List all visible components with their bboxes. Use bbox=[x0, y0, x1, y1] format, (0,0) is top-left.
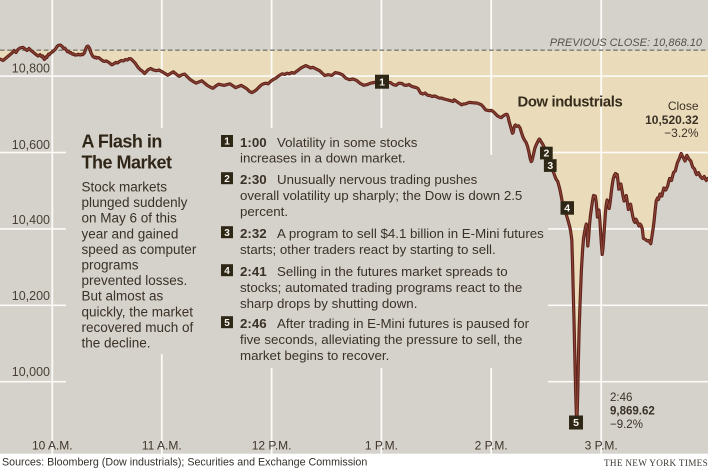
svg-text:stocks; automated trading prog: stocks; automated trading programs react… bbox=[240, 280, 522, 295]
svg-text:Unusually nervous trading push: Unusually nervous trading pushes bbox=[277, 172, 478, 187]
svg-text:5: 5 bbox=[573, 417, 579, 429]
svg-text:1 P.M.: 1 P.M. bbox=[365, 439, 398, 453]
svg-text:2:46: 2:46 bbox=[240, 316, 267, 331]
svg-text:PREVIOUS CLOSE: 10,868.10: PREVIOUS CLOSE: 10,868.10 bbox=[550, 37, 703, 49]
svg-text:The Market: The Market bbox=[82, 152, 173, 172]
svg-text:5: 5 bbox=[224, 318, 230, 329]
svg-text:2:32: 2:32 bbox=[240, 226, 267, 241]
svg-text:recovered much of: recovered much of bbox=[82, 320, 194, 335]
svg-text:percent.: percent. bbox=[240, 204, 288, 219]
svg-text:10,000: 10,000 bbox=[12, 365, 50, 379]
svg-text:quickly, the market: quickly, the market bbox=[82, 304, 194, 319]
svg-text:3: 3 bbox=[224, 228, 230, 239]
svg-text:Close: Close bbox=[668, 99, 699, 113]
svg-text:−3.2%: −3.2% bbox=[664, 126, 699, 140]
svg-text:increases in a down market.: increases in a down market. bbox=[240, 151, 406, 166]
svg-text:3: 3 bbox=[547, 160, 553, 172]
svg-text:starts; other traders react by: starts; other traders react by starting … bbox=[240, 242, 496, 257]
svg-text:1:00: 1:00 bbox=[240, 135, 267, 150]
svg-text:2:41: 2:41 bbox=[240, 264, 267, 279]
svg-text:10,400: 10,400 bbox=[12, 213, 50, 227]
svg-text:Sources: Bloomberg (Dow indust: Sources: Bloomberg (Dow industrials); Se… bbox=[2, 457, 367, 468]
svg-text:11 A.M.: 11 A.M. bbox=[142, 439, 182, 453]
svg-text:programs: programs bbox=[82, 258, 139, 273]
svg-text:1: 1 bbox=[379, 76, 385, 88]
svg-text:Dow industrials: Dow industrials bbox=[518, 95, 623, 111]
svg-text:10,800: 10,800 bbox=[12, 62, 50, 76]
svg-text:sharp drops by shutting down.: sharp drops by shutting down. bbox=[240, 296, 417, 311]
svg-text:But almost as: But almost as bbox=[82, 289, 164, 304]
svg-text:2:30: 2:30 bbox=[240, 172, 267, 187]
svg-text:After trading in E-Mini future: After trading in E-Mini futures is pause… bbox=[277, 316, 530, 331]
svg-text:10,200: 10,200 bbox=[12, 289, 50, 303]
svg-text:speed as computer: speed as computer bbox=[82, 242, 197, 257]
svg-text:4: 4 bbox=[224, 266, 230, 277]
svg-text:2:46: 2:46 bbox=[610, 392, 632, 404]
svg-text:10 A.M.: 10 A.M. bbox=[32, 439, 73, 453]
svg-text:−9.2%: −9.2% bbox=[610, 419, 643, 431]
svg-text:1: 1 bbox=[224, 137, 230, 148]
svg-text:market begins to recover.: market begins to recover. bbox=[240, 348, 389, 363]
svg-text:10,600: 10,600 bbox=[12, 138, 50, 152]
svg-text:2: 2 bbox=[543, 148, 549, 160]
svg-text:the decline.: the decline. bbox=[82, 336, 151, 351]
svg-text:on May 6 of this: on May 6 of this bbox=[82, 211, 178, 226]
svg-text:Stock markets: Stock markets bbox=[82, 180, 168, 195]
svg-text:2 P.M.: 2 P.M. bbox=[475, 439, 508, 453]
svg-text:Selling in the futures market: Selling in the futures market spreads to bbox=[277, 264, 508, 279]
svg-text:2: 2 bbox=[224, 174, 230, 185]
svg-text:10,520.32: 10,520.32 bbox=[645, 113, 699, 127]
svg-text:prevented losses.: prevented losses. bbox=[82, 273, 188, 288]
svg-text:A program to sell $4.1 billion: A program to sell $4.1 billion in E-Mini… bbox=[277, 226, 544, 241]
svg-text:12 P.M.: 12 P.M. bbox=[252, 439, 292, 453]
svg-text:9,869.62: 9,869.62 bbox=[610, 406, 655, 418]
svg-text:plunged suddenly: plunged suddenly bbox=[82, 195, 188, 210]
svg-text:4: 4 bbox=[564, 203, 570, 215]
svg-text:year and gained: year and gained bbox=[82, 226, 179, 241]
svg-text:A Flash in: A Flash in bbox=[82, 132, 162, 152]
svg-text:five seconds, alleviating the: five seconds, alleviating the pressure t… bbox=[240, 332, 522, 347]
svg-text:Volatility in some stocks: Volatility in some stocks bbox=[277, 135, 418, 150]
svg-text:overall volatility up sharply;: overall volatility up sharply; the Dow i… bbox=[240, 188, 522, 203]
svg-text:3 P.M.: 3 P.M. bbox=[585, 439, 618, 453]
svg-text:THE NEW YORK TIMES: THE NEW YORK TIMES bbox=[604, 458, 708, 468]
